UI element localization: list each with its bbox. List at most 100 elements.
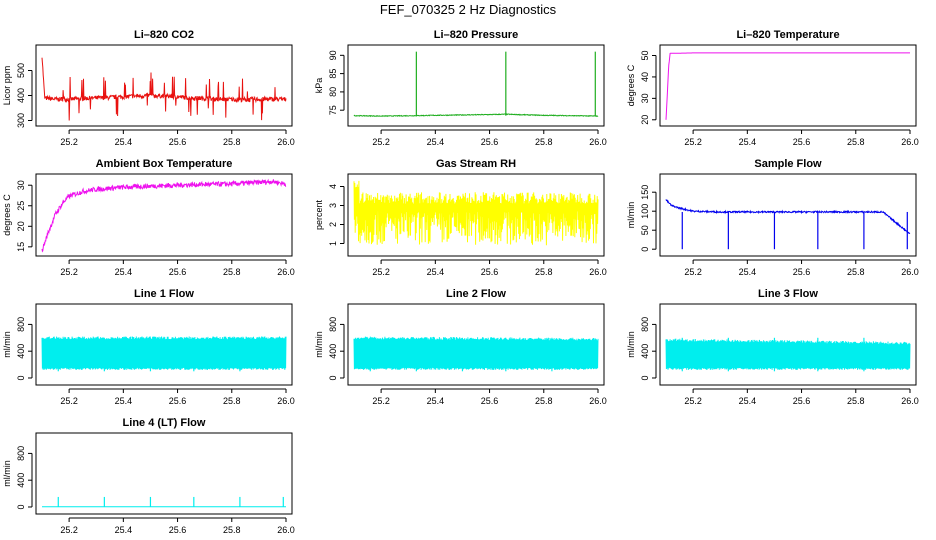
chart-panel-line1: Line 1 Flow 25.2 25.4 25.6 25.8 26.0 0 400 800 ml… [2,288,295,406]
y-tick-label: 800 [328,317,338,332]
x-tick-label: 25.8 [847,396,865,406]
series-line [353,180,599,246]
y-tick-label: 2 [328,222,338,227]
chart-panel-rh: Gas Stream RH 25.2 25.4 25.6 25.8 26.0 1 2 3 4 per… [314,158,607,277]
x-tick-label: 25.4 [739,137,757,147]
y-tick-label: 1 [328,241,338,246]
series-line [353,336,599,370]
chart-panel-pressure: Li–820 Pressure 25.2 25.4 25.6 25.8 26.0 75 80 8… [314,29,607,147]
plot-frame [35,432,293,515]
chart-title: Li–820 Temperature [736,29,839,41]
x-tick-label: 25.6 [481,137,499,147]
x-tick-label: 25.4 [115,267,133,277]
plot-frame [659,303,917,386]
plot-frame [35,44,293,127]
y-tick-label: 25 [16,201,26,211]
y-tick-label: 0 [16,504,26,509]
series-line [41,178,287,253]
chart-title: Line 2 Flow [446,288,506,300]
x-tick-label: 25.8 [535,137,553,147]
y-tick-label: 100 [640,204,650,219]
y-tick-label: 30 [640,93,650,103]
x-tick-label: 25.4 [115,525,133,535]
x-tick-label: 25.6 [169,267,187,277]
x-tick-label: 25.6 [793,137,811,147]
y-tick-label: 400 [640,344,650,359]
series-line [41,336,287,370]
x-tick-label: 25.2 [60,267,78,277]
y-axis-label: percent [314,199,324,230]
y-tick-label: 400 [16,473,26,488]
chart-panel-line2: Line 2 Flow 25.2 25.4 25.6 25.8 26.0 0 400 800 ml… [314,288,607,406]
x-tick-label: 25.6 [169,137,187,147]
y-tick-label: 4 [328,184,338,189]
y-tick-label: 50 [640,225,650,235]
x-tick-label: 26.0 [277,396,295,406]
y-tick-label: 50 [640,50,650,60]
chart-title: Gas Stream RH [436,158,516,170]
x-tick-label: 25.8 [223,137,241,147]
y-tick-label: 20 [640,115,650,125]
series-line [41,57,287,121]
x-tick-label: 25.8 [535,396,553,406]
y-axis-label: ml/min [2,460,12,487]
x-tick-label: 26.0 [277,267,295,277]
chart-title: Sample Flow [754,158,822,170]
y-axis-label: degrees C [2,194,12,236]
y-tick-label: 0 [328,375,338,380]
x-tick-label: 25.2 [372,396,390,406]
page-title: FEF_070325 2 Hz Diagnostics [379,2,557,17]
y-tick-label: 90 [328,50,338,60]
x-tick-label: 25.8 [847,267,865,277]
x-tick-label: 25.2 [372,267,390,277]
y-tick-label: 80 [328,87,338,97]
x-tick-label: 25.4 [427,137,445,147]
x-tick-label: 25.2 [684,137,702,147]
x-tick-label: 25.8 [847,137,865,147]
x-tick-label: 26.0 [589,137,607,147]
chart-title: Li–820 CO2 [134,29,194,41]
y-axis-label: kPa [314,78,324,94]
plot-frame [347,44,605,127]
x-tick-label: 25.6 [481,267,499,277]
x-tick-label: 25.6 [793,396,811,406]
y-tick-label: 400 [16,88,26,103]
series-line [665,338,911,370]
x-tick-label: 25.6 [481,396,499,406]
y-tick-label: 0 [640,247,650,252]
x-tick-label: 25.4 [739,396,757,406]
y-tick-label: 400 [328,344,338,359]
chart-panel-temp: Li–820 Temperature 25.2 25.4 25.6 25.8 26.0 20… [626,29,919,147]
chart-title: Line 4 (LT) Flow [123,417,206,429]
x-tick-label: 25.6 [793,267,811,277]
x-tick-label: 25.8 [223,267,241,277]
y-axis-label: Licor ppm [2,66,12,106]
chart-panel-sample: Sample Flow 25.2 25.4 25.6 25.8 26.0 0 50 100 150… [626,158,919,277]
y-tick-label: 40 [640,72,650,82]
x-tick-label: 25.4 [115,396,133,406]
y-tick-label: 500 [16,63,26,78]
x-tick-label: 26.0 [589,267,607,277]
x-tick-label: 25.2 [684,267,702,277]
x-tick-label: 26.0 [589,396,607,406]
y-tick-label: 300 [16,113,26,128]
series-line [665,52,910,120]
y-tick-label: 800 [16,317,26,332]
chart-panel-line3: Line 3 Flow 25.2 25.4 25.6 25.8 26.0 0 400 800 ml… [626,288,919,406]
x-tick-label: 25.4 [427,267,445,277]
plot-frame [35,303,293,386]
chart-panel-line4: Line 4 (LT) Flow 25.2 25.4 25.6 25.8 26.0 0 400… [2,417,295,535]
y-tick-label: 800 [16,446,26,461]
chart-panel-co2: Li–820 CO2 25.2 25.4 25.6 25.8 26.0 300 400 500 L… [2,29,295,147]
x-tick-label: 25.6 [169,396,187,406]
series-line [665,199,911,235]
y-axis-label: ml/min [626,331,636,358]
plot-frame [347,303,605,386]
x-tick-label: 25.2 [60,396,78,406]
x-tick-label: 26.0 [901,137,919,147]
plot-frame [659,173,917,257]
x-tick-label: 26.0 [901,396,919,406]
y-axis-label: ml/min [314,331,324,358]
y-axis-label: ml/min [2,331,12,358]
